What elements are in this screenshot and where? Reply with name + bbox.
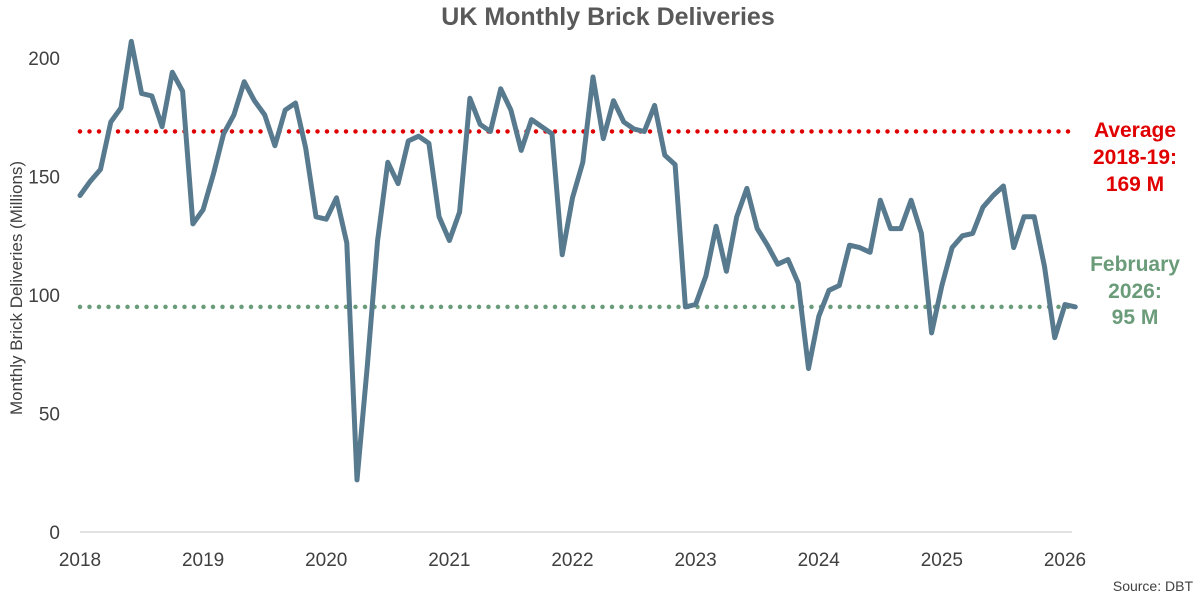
latest-annotation-line: 95 M [1112,306,1159,329]
latest-annotation-line: 2026: [1108,280,1162,303]
y-tick-label: 150 [28,168,60,189]
x-tick-label: 2018 [59,550,101,571]
average-annotation-line: Average [1094,119,1176,142]
y-axis-label: Monthly Brick Deliveries (Millions) [7,161,26,415]
x-tick-label: 2025 [921,550,963,571]
x-tick-label: 2022 [551,550,593,571]
reference-lines [77,129,1073,310]
y-tick-label: 200 [28,49,60,70]
latest-annotation-line: February [1090,253,1180,276]
y-tick-label: 100 [28,286,60,307]
reference-labels: Average 2018-19: 169 M February 2026: 95 M [1090,119,1180,329]
average-annotation-line: 2018-19: [1093,146,1177,169]
average-annotation: Average 2018-19: 169 M [1093,119,1177,196]
x-axis: 2018 2019 2020 2021 2022 2023 2024 2025 2026 [59,550,1086,571]
source-note: Source: DBT [1113,578,1194,594]
series-group [77,38,1078,483]
y-axis: 0 50 100 150 200 [28,49,60,544]
average-annotation-line: 169 M [1106,173,1164,196]
x-tick-label: 2023 [674,550,716,571]
latest-annotation: February 2026: 95 M [1090,253,1180,329]
x-tick-label: 2020 [305,550,347,571]
y-tick-label: 0 [49,523,60,544]
series-line [77,38,1078,483]
x-tick-label: 2019 [182,550,224,571]
y-tick-label: 50 [39,405,60,426]
chart-title: UK Monthly Brick Deliveries [441,3,774,31]
x-tick-label: 2024 [798,550,841,571]
x-tick-label: 2021 [428,550,470,571]
x-tick-label: 2026 [1044,550,1086,571]
